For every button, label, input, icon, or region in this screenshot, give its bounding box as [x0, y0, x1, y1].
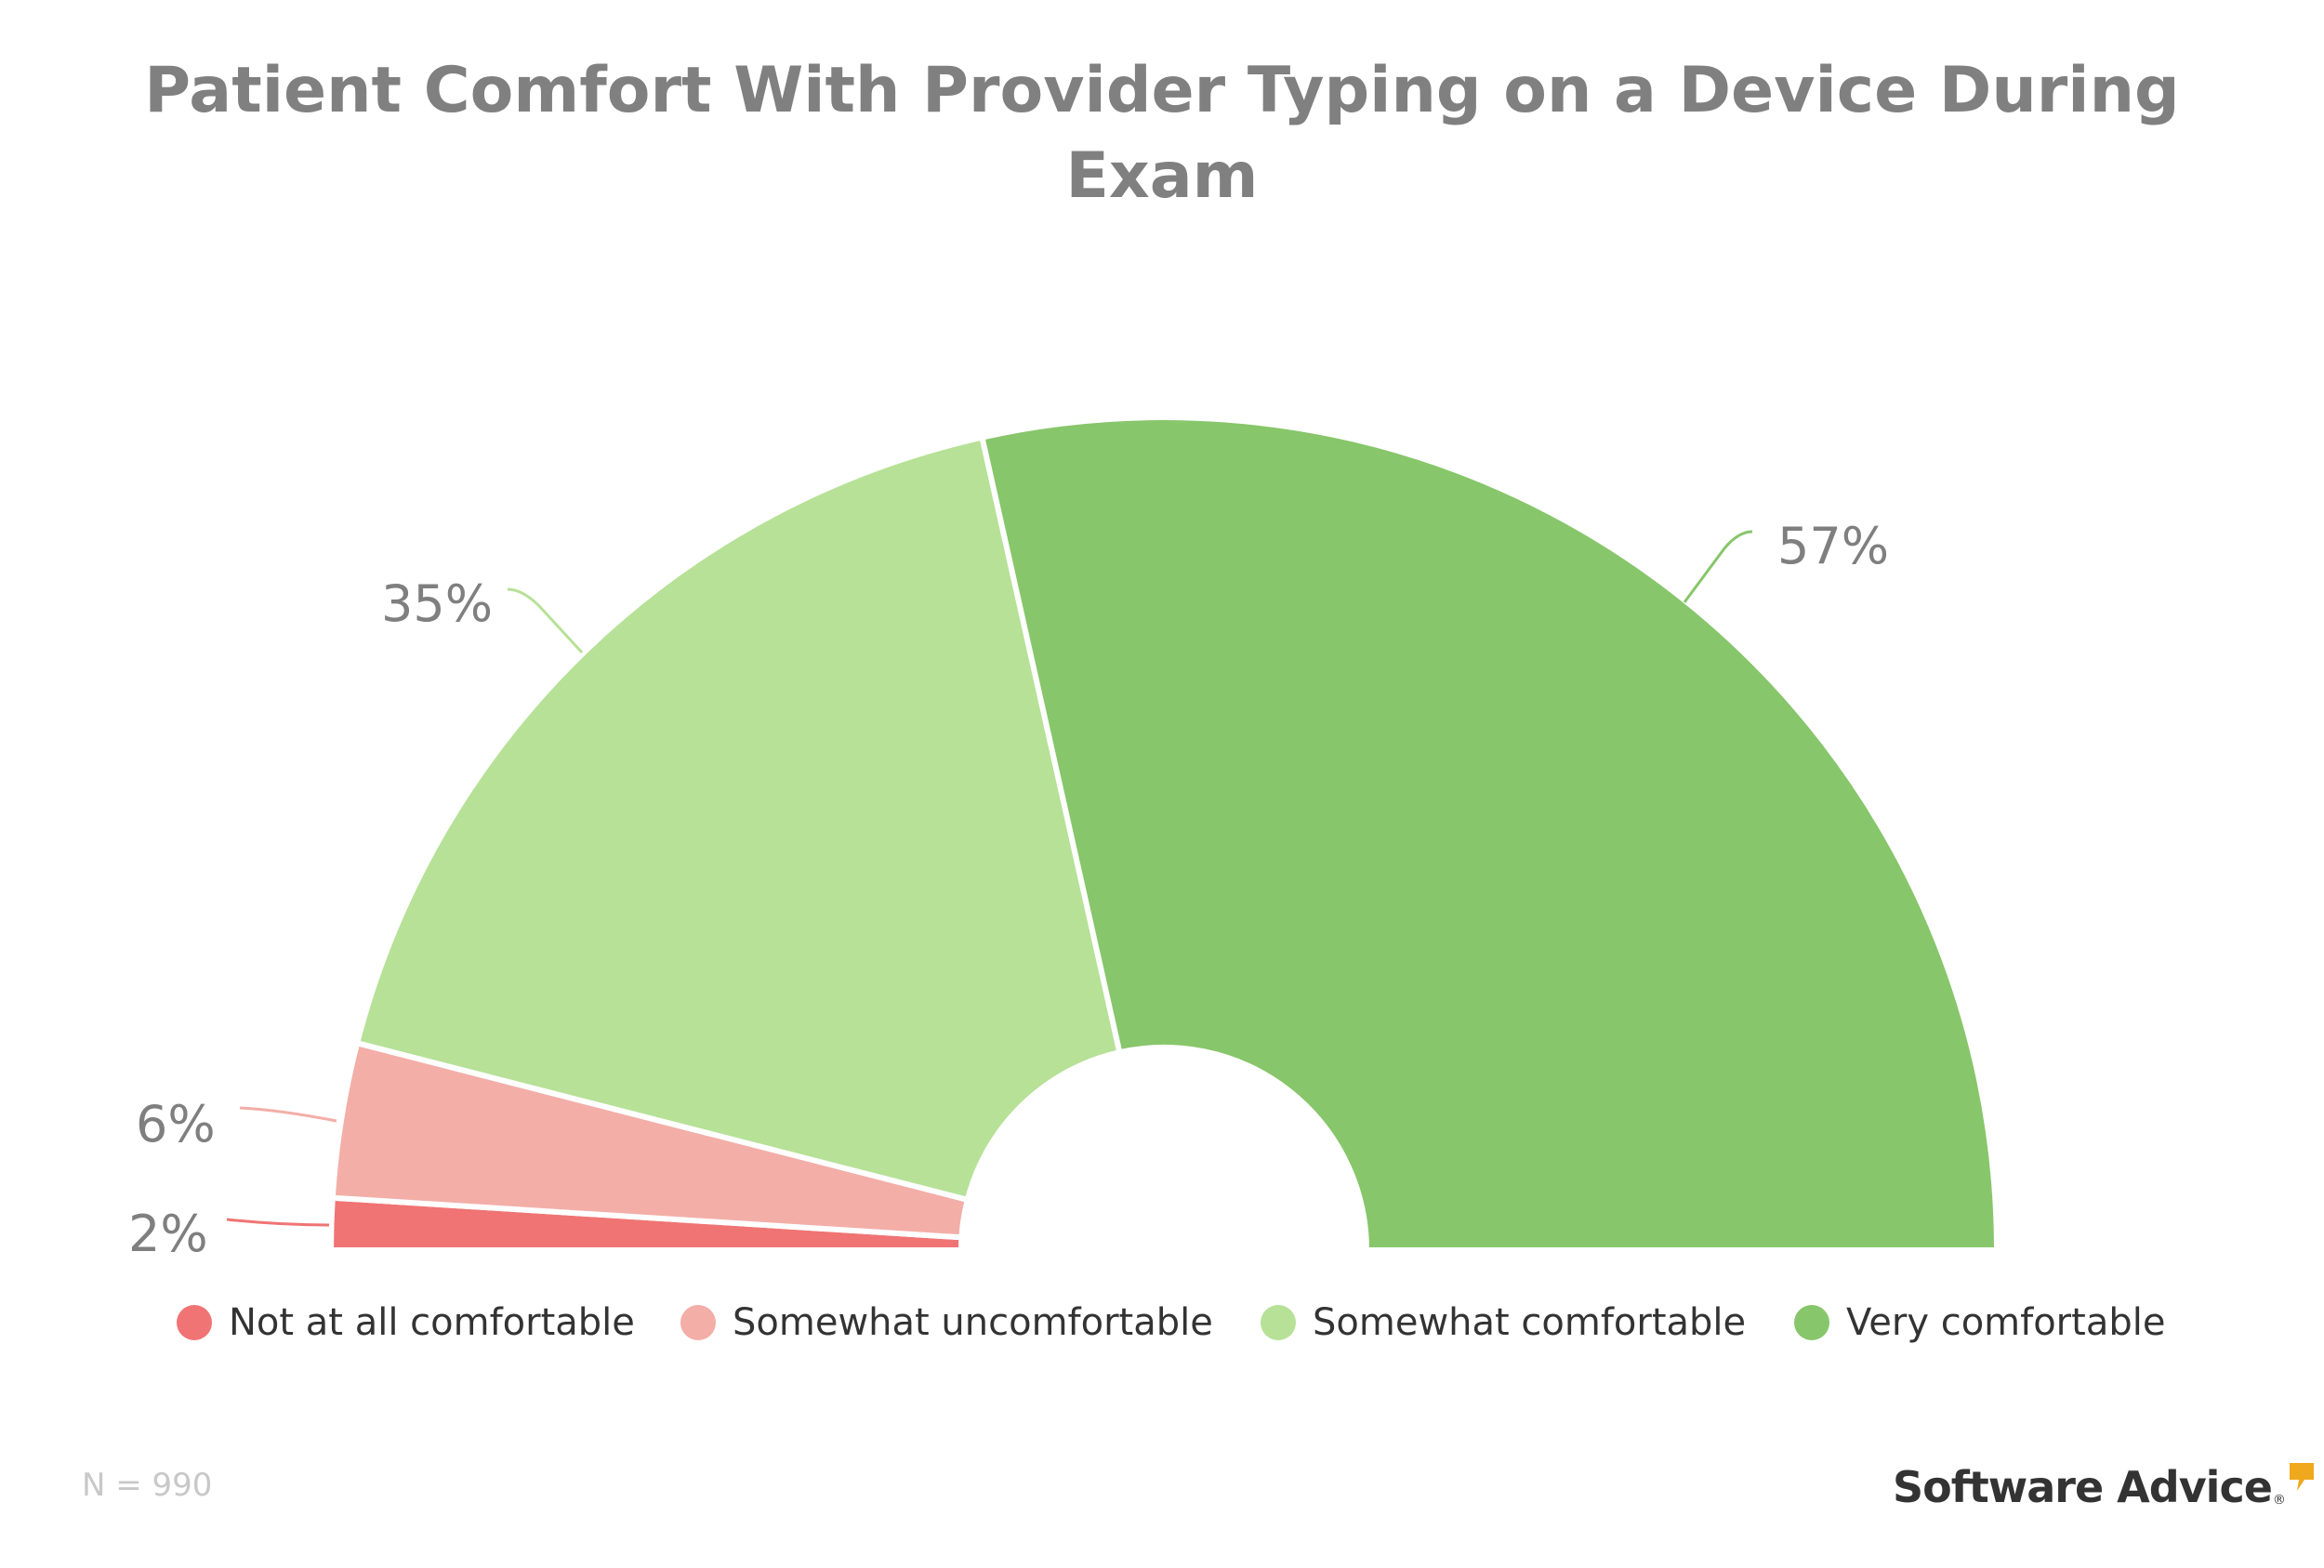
chart-title-line-2: Exam — [1065, 139, 1259, 213]
legend-dot-icon — [680, 1305, 716, 1340]
chart-title-line-1: Patient Comfort With Provider Typing on … — [144, 54, 2180, 127]
legend-label: Somewhat comfortable — [1313, 1301, 1747, 1344]
legend-item-very-comfortable[interactable]: Very comfortable — [1794, 1301, 2165, 1344]
legend-label: Somewhat uncomfortable — [733, 1301, 1213, 1344]
slice-somewhat-comfortable[interactable] — [354, 434, 1123, 1203]
legend-item-somewhat-comfortable[interactable]: Somewhat comfortable — [1261, 1301, 1746, 1344]
data-label-57pct: 57% — [1777, 517, 1890, 575]
legend-dot-icon — [1261, 1305, 1296, 1340]
legend-label: Very comfortable — [1846, 1301, 2166, 1344]
data-label-6pct: 6% — [136, 1095, 216, 1153]
data-label-2pct: 2% — [128, 1205, 208, 1263]
slice-very-comfortable[interactable] — [979, 415, 2000, 1253]
chart-title: Patient Comfort With Provider Typing on … — [0, 48, 2324, 219]
legend-dot-icon — [1794, 1305, 1829, 1340]
legend-dot-icon — [177, 1305, 212, 1340]
leader-line-6pct — [239, 1106, 337, 1123]
leader-line-35pct — [507, 587, 584, 654]
legend: Not at all comfortable Somewhat uncomfor… — [0, 1301, 2324, 1344]
brand-logo: Software Advice ® — [1893, 1461, 2316, 1513]
leader-line-2pct — [226, 1218, 330, 1227]
data-label-35pct: 35% — [381, 574, 494, 633]
brand-name: Software Advice — [1893, 1462, 2273, 1512]
speech-bubble-icon — [2289, 1463, 2314, 1491]
legend-item-not-at-all-comfortable[interactable]: Not at all comfortable — [177, 1301, 635, 1344]
leader-line-57pct — [1683, 530, 1753, 603]
legend-label: Not at all comfortable — [229, 1301, 635, 1344]
baseline-mask — [316, 1251, 2017, 1258]
legend-item-somewhat-uncomfortable[interactable]: Somewhat uncomfortable — [680, 1301, 1213, 1344]
registered-mark: ® — [2272, 1493, 2286, 1508]
sample-size-note: N = 990 — [82, 1467, 213, 1504]
